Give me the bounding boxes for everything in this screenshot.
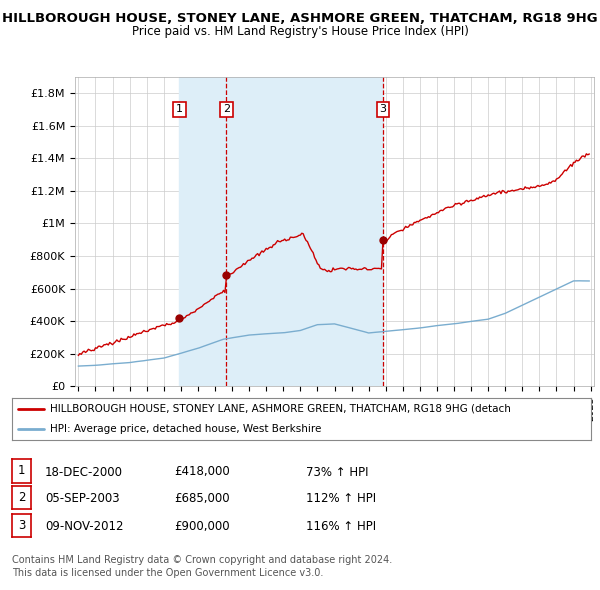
Text: 116% ↑ HPI: 116% ↑ HPI: [306, 520, 376, 533]
Text: HILLBOROUGH HOUSE, STONEY LANE, ASHMORE GREEN, THATCHAM, RG18 9HG (detach: HILLBOROUGH HOUSE, STONEY LANE, ASHMORE …: [50, 404, 511, 414]
Bar: [179, 77, 383, 386]
Text: 18-DEC-2000: 18-DEC-2000: [45, 466, 123, 478]
Text: £418,000: £418,000: [174, 466, 230, 478]
Text: 3: 3: [18, 519, 25, 532]
Text: 2: 2: [223, 104, 230, 114]
Text: 1: 1: [18, 464, 25, 477]
Text: This data is licensed under the Open Government Licence v3.0.: This data is licensed under the Open Gov…: [12, 568, 323, 578]
Text: 112% ↑ HPI: 112% ↑ HPI: [306, 492, 376, 505]
Text: £685,000: £685,000: [174, 492, 230, 505]
Text: 3: 3: [379, 104, 386, 114]
Text: 1: 1: [176, 104, 183, 114]
Text: HILLBOROUGH HOUSE, STONEY LANE, ASHMORE GREEN, THATCHAM, RG18 9HG: HILLBOROUGH HOUSE, STONEY LANE, ASHMORE …: [2, 12, 598, 25]
Text: £900,000: £900,000: [174, 520, 230, 533]
Text: 73% ↑ HPI: 73% ↑ HPI: [306, 466, 368, 478]
Text: Contains HM Land Registry data © Crown copyright and database right 2024.: Contains HM Land Registry data © Crown c…: [12, 555, 392, 565]
Text: Price paid vs. HM Land Registry's House Price Index (HPI): Price paid vs. HM Land Registry's House …: [131, 25, 469, 38]
Text: 2: 2: [18, 491, 25, 504]
Text: 09-NOV-2012: 09-NOV-2012: [45, 520, 124, 533]
Text: HPI: Average price, detached house, West Berkshire: HPI: Average price, detached house, West…: [50, 424, 321, 434]
Text: 05-SEP-2003: 05-SEP-2003: [45, 492, 119, 505]
